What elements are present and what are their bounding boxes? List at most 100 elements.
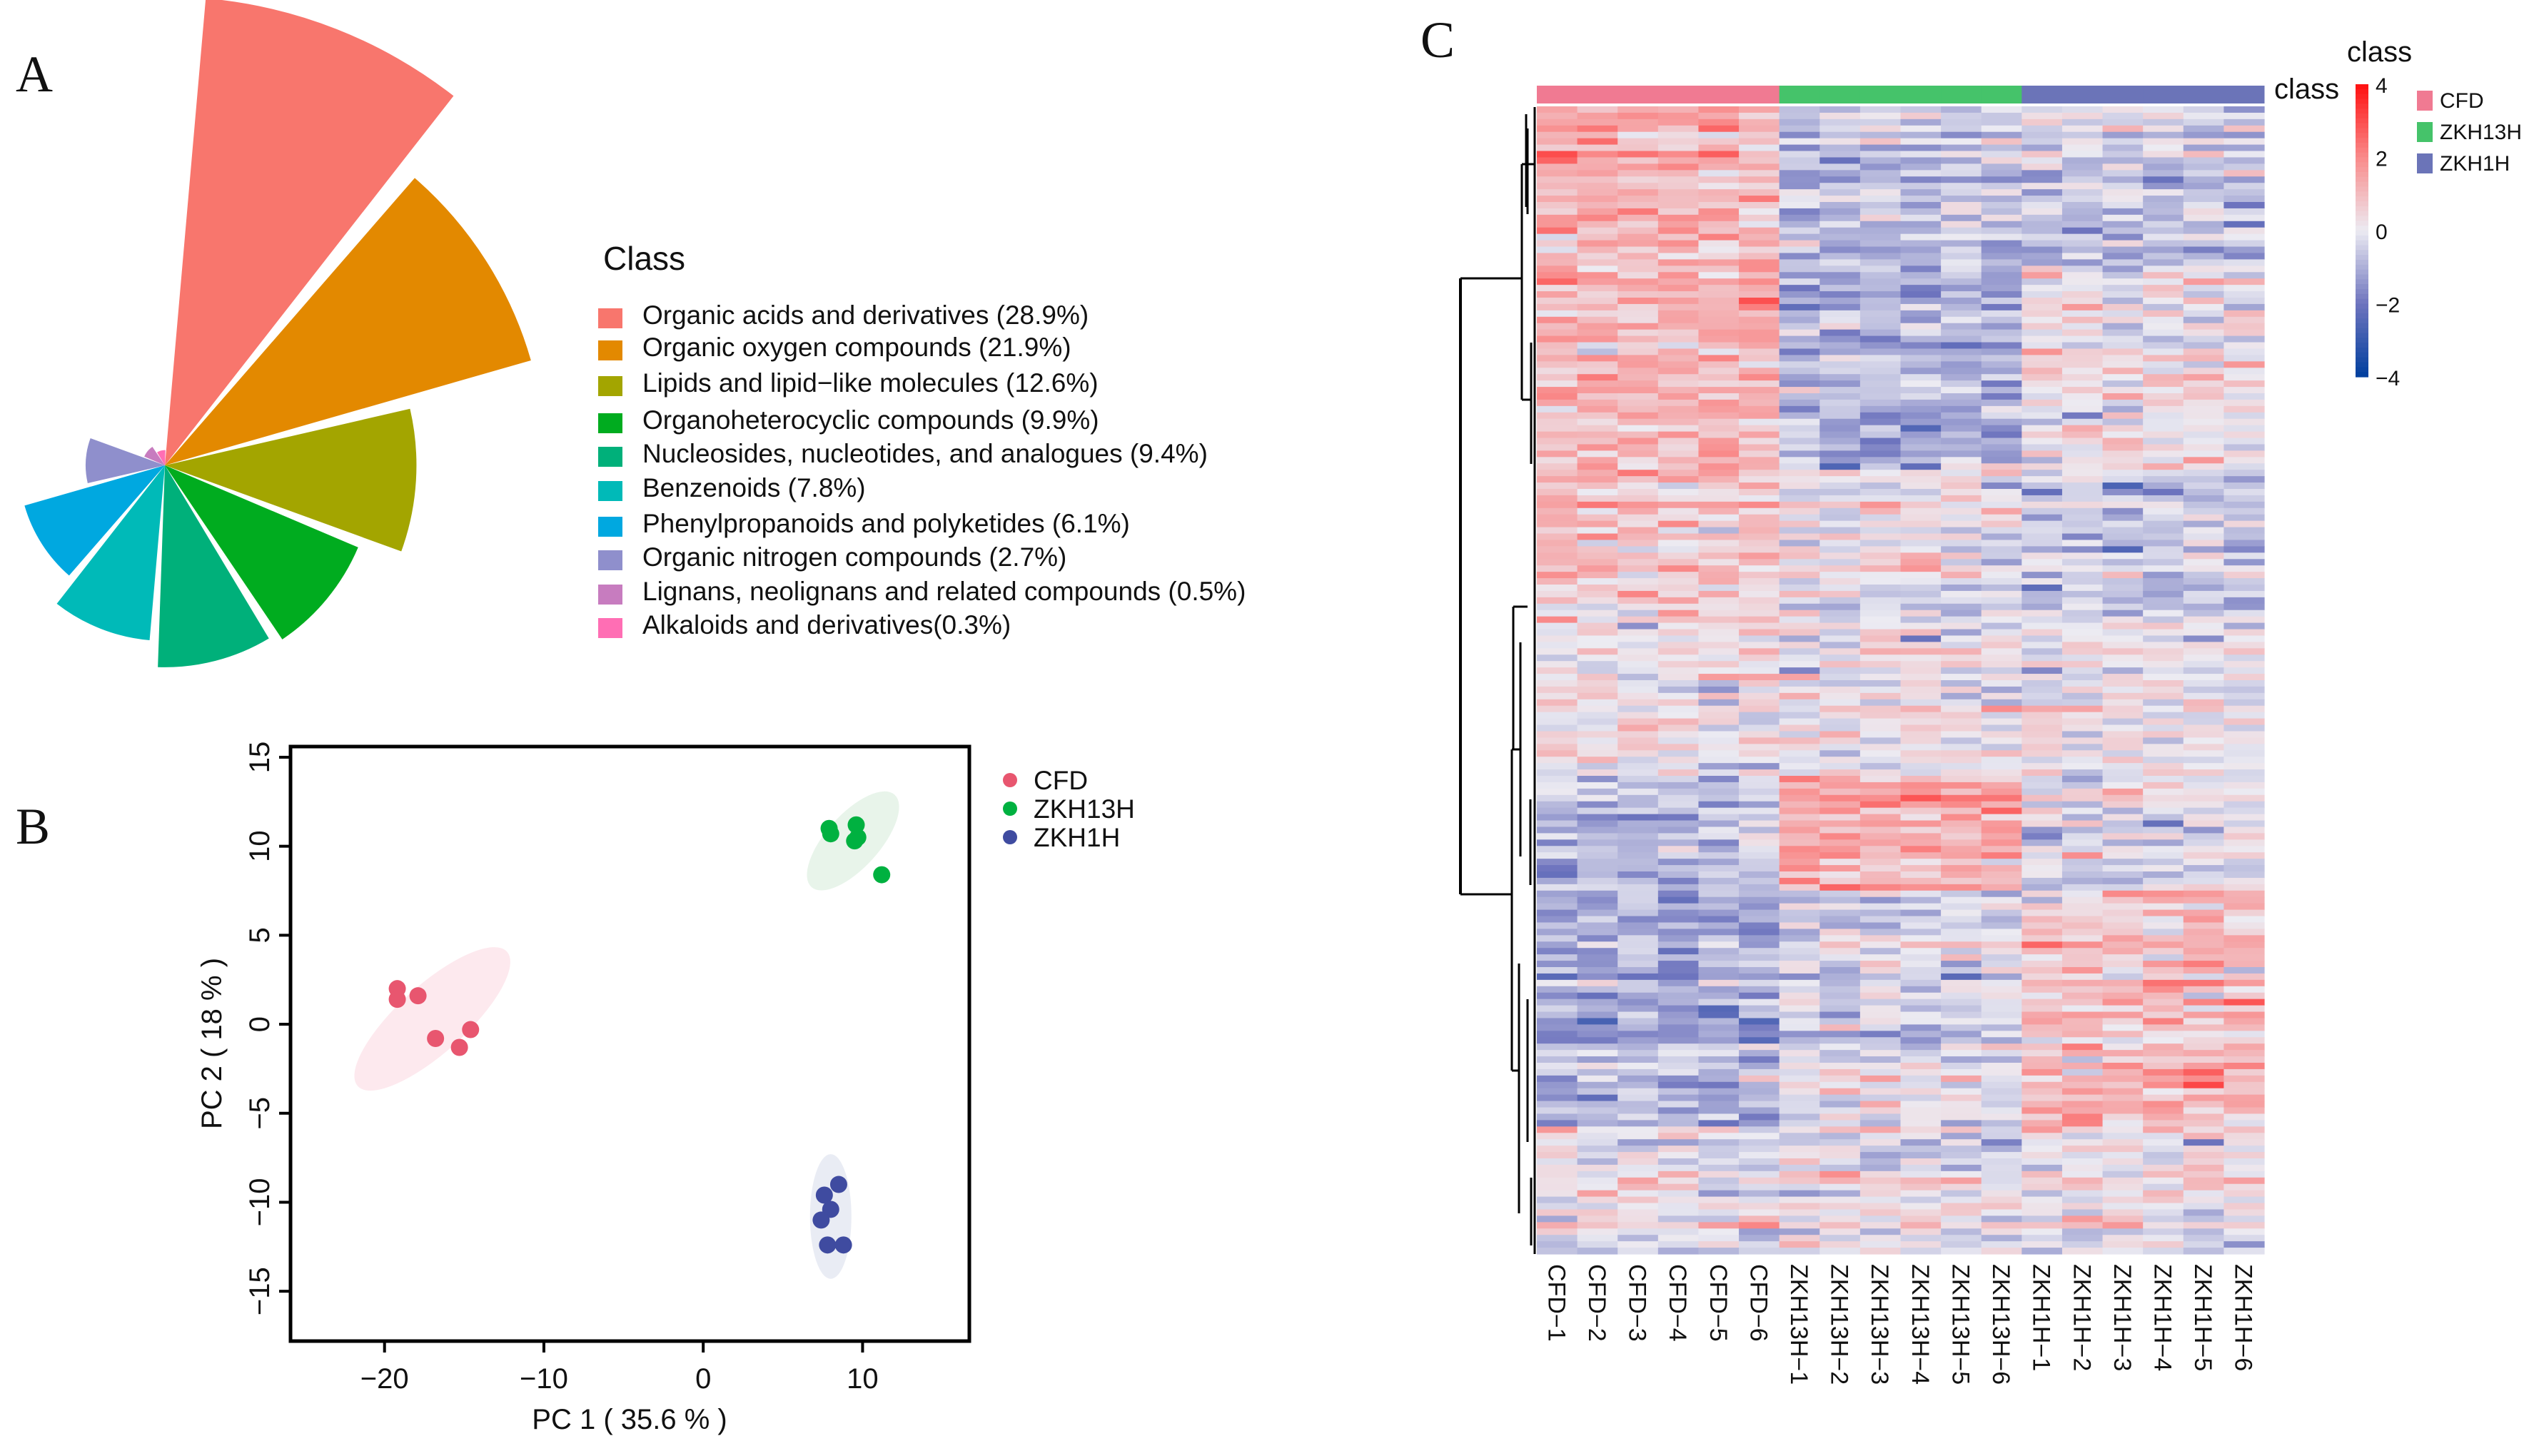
heatmap-cell bbox=[2183, 616, 2224, 624]
heatmap-cell bbox=[1577, 418, 1618, 426]
heatmap-cell bbox=[1537, 1081, 1578, 1089]
heatmap-cell bbox=[2183, 476, 2224, 483]
heatmap-cell bbox=[2183, 240, 2224, 248]
heatmap-cell bbox=[1779, 1139, 1820, 1146]
heatmap-cell bbox=[1739, 298, 1780, 305]
heatmap-cell bbox=[1537, 865, 1578, 872]
heatmap-cell bbox=[1900, 1126, 1942, 1133]
legend-label: Nucleosides, nucleotides, and analogues … bbox=[642, 439, 1208, 468]
heatmap-cell bbox=[1819, 967, 1861, 974]
heatmap-cell bbox=[1819, 629, 1861, 637]
heatmap-cell bbox=[1819, 227, 1861, 235]
heatmap-cell bbox=[1941, 999, 1982, 1006]
heatmap-cell bbox=[2223, 731, 2265, 738]
heatmap-cell bbox=[1941, 495, 1982, 502]
heatmap-cell bbox=[2143, 1152, 2184, 1159]
heatmap-cell bbox=[1779, 1011, 1820, 1019]
heatmap-cell bbox=[2102, 457, 2144, 464]
heatmap-cell bbox=[1657, 412, 1700, 420]
heatmap-cell bbox=[1819, 303, 1861, 311]
heatmap-cell bbox=[2183, 272, 2224, 279]
heatmap-cell bbox=[1617, 125, 1659, 133]
heatmap-cell bbox=[1941, 667, 1982, 674]
heatmap-cell bbox=[1537, 329, 1578, 337]
heatmap-cell bbox=[1981, 826, 2022, 834]
heatmap-cell bbox=[1981, 138, 2022, 146]
heatmap-cell bbox=[2102, 903, 2144, 911]
heatmap-cell bbox=[2223, 776, 2265, 783]
heatmap-cell bbox=[2223, 979, 2265, 987]
heatmap-cell bbox=[1981, 699, 2022, 707]
heatmap-cell bbox=[1859, 278, 1902, 285]
heatmap-cell bbox=[2223, 1113, 2265, 1121]
heatmap-cell bbox=[1819, 246, 1861, 254]
heatmap-cell bbox=[1779, 1018, 1820, 1025]
heatmap-cell bbox=[1657, 909, 1700, 917]
heatmap-cell bbox=[1577, 1235, 1618, 1242]
heatmap-cell bbox=[2143, 718, 2184, 726]
heatmap-cell bbox=[1657, 788, 1700, 796]
heatmap-cell bbox=[1819, 1133, 1861, 1140]
heatmap-cell bbox=[1617, 648, 1659, 655]
heatmap-cell bbox=[1859, 763, 1902, 770]
heatmap-cell bbox=[2021, 112, 2063, 120]
heatmap-cell bbox=[1577, 705, 1618, 713]
heatmap-cell bbox=[1577, 1196, 1618, 1204]
heatmap-cell bbox=[1819, 1107, 1861, 1115]
heatmap-cell bbox=[2183, 170, 2224, 177]
heatmap-cell bbox=[1941, 118, 1982, 126]
heatmap-cell bbox=[1577, 622, 1618, 630]
heatmap-cell bbox=[1941, 278, 1982, 285]
heatmap-cell bbox=[1981, 1005, 2022, 1013]
heatmap-cell bbox=[2021, 884, 2063, 891]
heatmap-cell bbox=[2021, 118, 2063, 126]
heatmap-cell bbox=[2143, 629, 2184, 637]
heatmap-cell bbox=[2021, 361, 2063, 368]
heatmap-cell bbox=[2102, 412, 2144, 420]
heatmap-cell bbox=[1981, 118, 2022, 126]
heatmap-cell bbox=[2102, 737, 2144, 744]
heatmap-cell bbox=[1537, 138, 1578, 146]
heatmap-cell bbox=[1900, 826, 1942, 834]
heatmap-cell bbox=[1577, 635, 1618, 642]
heatmap-cell bbox=[1577, 227, 1618, 235]
heatmap-cell bbox=[1819, 355, 1861, 362]
heatmap-cell bbox=[2143, 1101, 2184, 1108]
heatmap-cell bbox=[1657, 699, 1700, 707]
heatmap-cell bbox=[1859, 1031, 1902, 1038]
heatmap-cell bbox=[1537, 616, 1578, 624]
heatmap-cell bbox=[2061, 399, 2104, 407]
heatmap-cell bbox=[2102, 463, 2144, 470]
heatmap-cell bbox=[2183, 1043, 2224, 1051]
heatmap-cell bbox=[1900, 368, 1942, 375]
heatmap-cell bbox=[1900, 1209, 1942, 1216]
heatmap-cell bbox=[2102, 712, 2144, 719]
heatmap-cell bbox=[2021, 457, 2063, 464]
heatmap-cell bbox=[1657, 744, 1700, 751]
heatmap-cell bbox=[1617, 992, 1659, 1000]
heatmap-cell bbox=[1900, 750, 1942, 757]
heatmap-cell bbox=[1577, 801, 1618, 809]
heatmap-cell bbox=[1577, 884, 1618, 891]
heatmap-cell bbox=[1739, 616, 1780, 624]
heatmap-cell bbox=[2061, 425, 2104, 433]
heatmap-cell bbox=[2183, 941, 2224, 949]
heatmap-cell bbox=[2223, 399, 2265, 407]
heatmap-cell bbox=[1698, 846, 1740, 853]
heatmap-cell bbox=[1617, 476, 1659, 483]
heatmap-cell bbox=[1900, 859, 1942, 866]
heatmap-cell bbox=[1819, 457, 1861, 464]
heatmap-cell bbox=[2102, 106, 2144, 113]
heatmap-cell bbox=[1698, 642, 1740, 649]
heatmap-cell bbox=[1617, 138, 1659, 146]
heatmap-cell bbox=[1739, 922, 1780, 929]
heatmap-cell bbox=[2102, 176, 2144, 183]
heatmap-cell bbox=[1900, 890, 1942, 898]
heatmap-cell bbox=[1981, 992, 2022, 1000]
heatmap-cell bbox=[1859, 355, 1902, 362]
heatmap-cell bbox=[2061, 1228, 2104, 1235]
heatmap-cell bbox=[1657, 1120, 1700, 1127]
heatmap-cell bbox=[1577, 896, 1618, 904]
heatmap-cell bbox=[1859, 794, 1902, 802]
